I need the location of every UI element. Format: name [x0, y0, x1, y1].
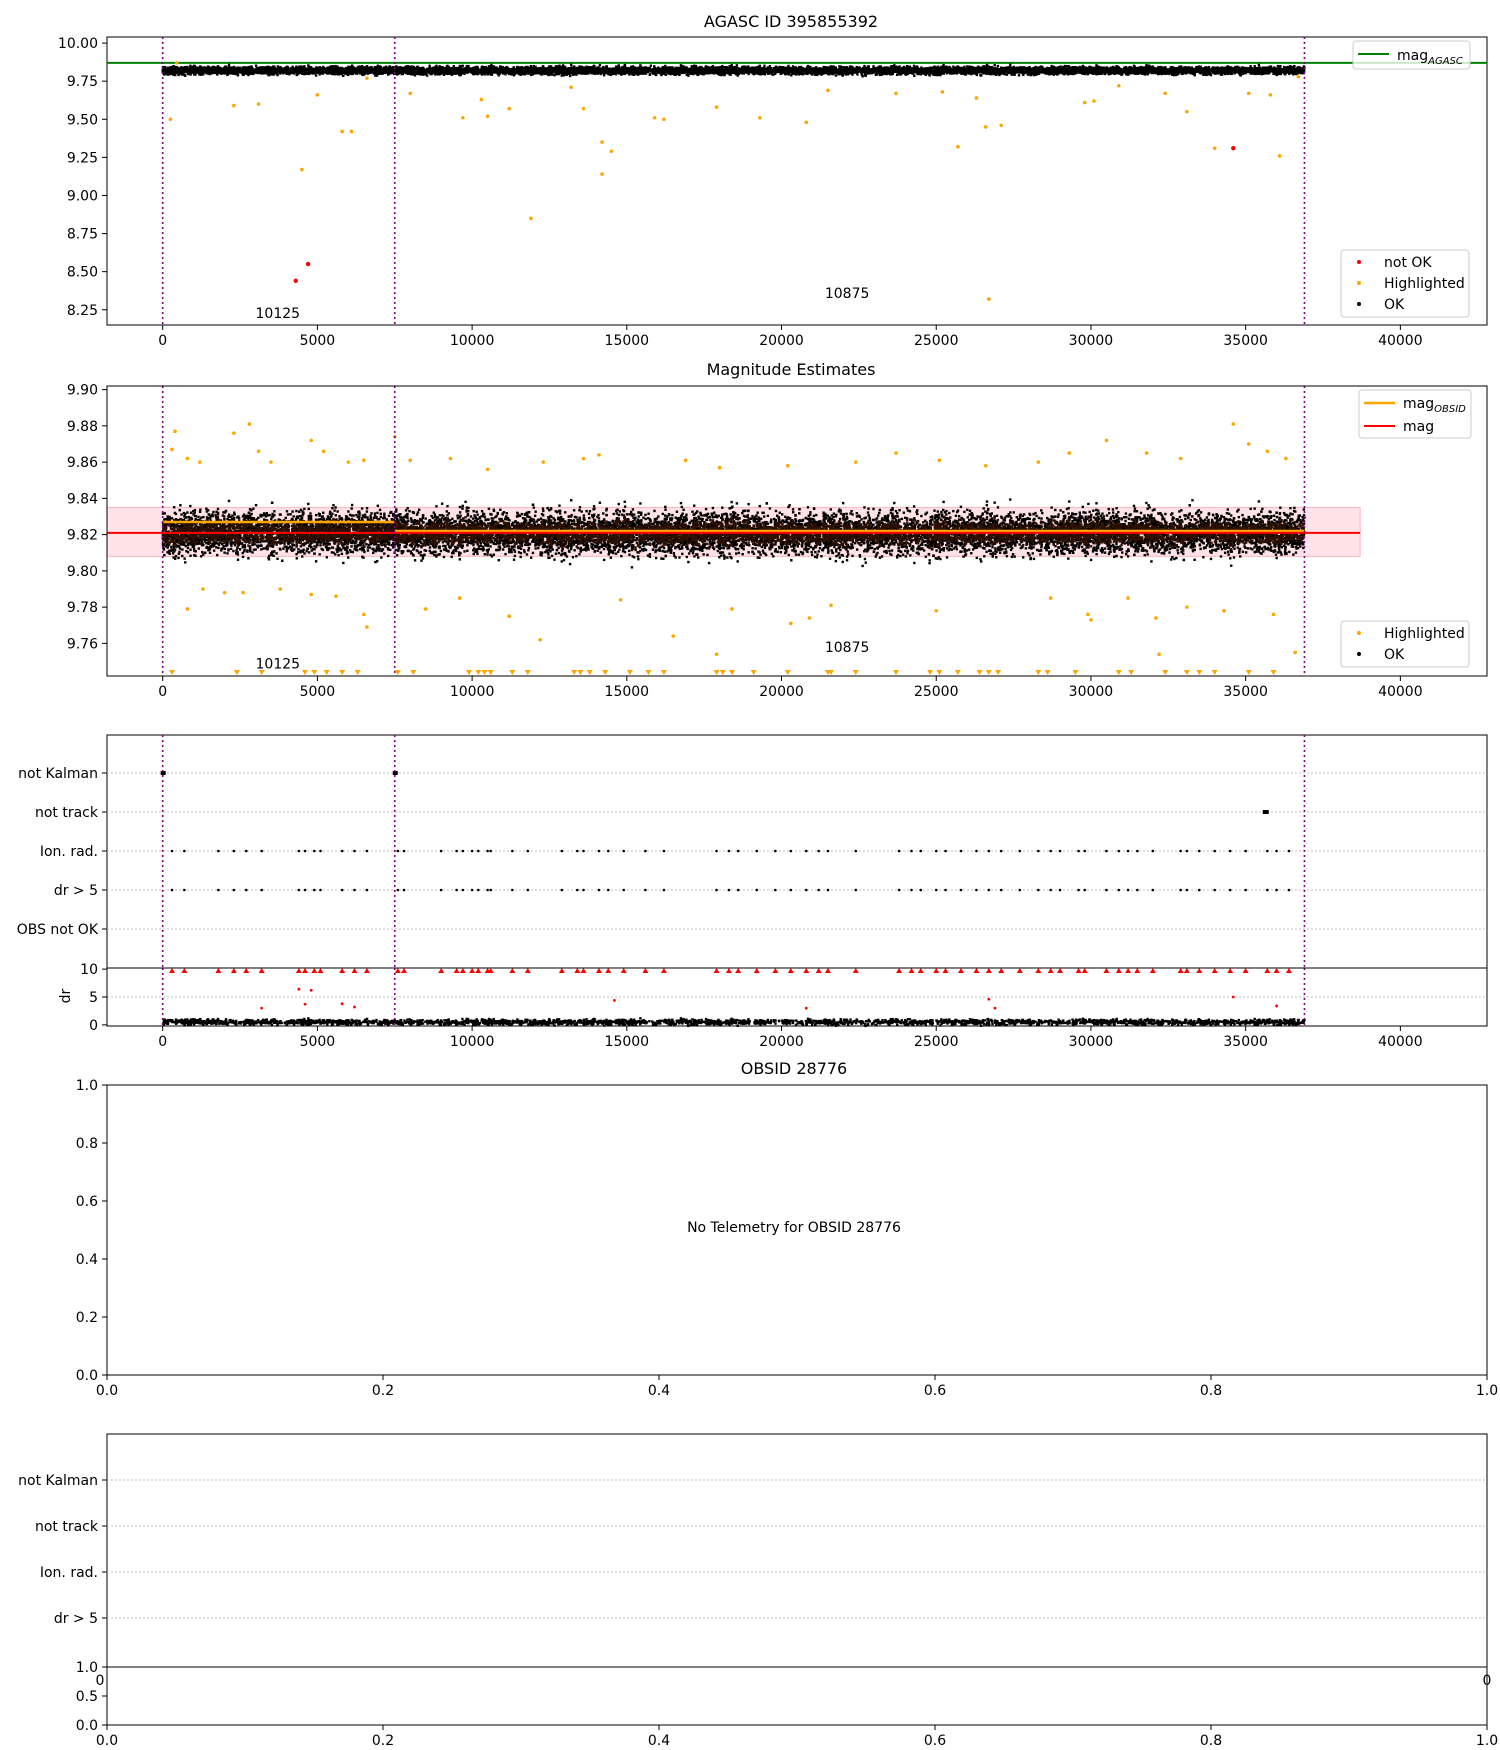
ok-point [314, 74, 318, 77]
ok-point [975, 73, 979, 77]
ok-point [241, 70, 245, 73]
ok-point [856, 73, 859, 76]
ok-point [452, 65, 456, 68]
ok-point [1026, 73, 1030, 76]
ok-point [770, 73, 774, 76]
ok-point [767, 72, 770, 75]
ok-point [898, 65, 901, 68]
ok-point [694, 64, 698, 68]
ok-point [1193, 74, 1196, 77]
ok-point [428, 64, 431, 68]
ok-point [172, 64, 175, 68]
ok-point [1023, 71, 1026, 75]
ok-point [1017, 74, 1021, 77]
ok-point [570, 63, 573, 67]
ok-point [942, 63, 945, 67]
ok-point [571, 73, 575, 76]
ok-point [860, 73, 864, 76]
ok-point [490, 63, 493, 67]
ok-point [554, 72, 558, 76]
ok-point [1159, 65, 1162, 69]
ok-point [993, 64, 996, 67]
ok-point [1279, 64, 1282, 68]
ok-point [735, 64, 739, 67]
ok-point [539, 66, 543, 70]
ok-point [1262, 72, 1265, 75]
ok-point [203, 66, 206, 69]
ok-point [1116, 71, 1120, 75]
ok-point [721, 64, 724, 68]
ok-point [1098, 72, 1101, 76]
ok-point [174, 73, 177, 77]
ok-point [787, 73, 790, 76]
ok-point [295, 73, 298, 77]
ok-point [456, 66, 460, 70]
ok-point [952, 65, 955, 68]
ok-point [1241, 72, 1245, 76]
ok-point [375, 74, 379, 77]
ok-point [1190, 66, 1194, 69]
ok-point [276, 65, 280, 68]
ok-point [425, 74, 429, 77]
ok-point [198, 73, 201, 76]
ok-point [763, 64, 766, 68]
ok-point [893, 64, 896, 67]
ok-point [421, 73, 425, 76]
ok-point [227, 63, 231, 67]
ok-point [497, 74, 500, 77]
ok-point [1207, 73, 1210, 76]
ok-point [648, 73, 652, 76]
ok-point [563, 65, 567, 69]
ok-point [653, 65, 656, 68]
ok-point [550, 73, 554, 76]
ok-point [1009, 63, 1012, 66]
ok-point [1234, 65, 1237, 69]
ok-point [529, 64, 533, 68]
ok-point [985, 63, 989, 67]
ok-point [875, 71, 878, 74]
ok-point [1276, 64, 1280, 68]
ok-point [512, 66, 516, 69]
ok-point [1297, 68, 1301, 72]
axes-frame [106, 36, 1488, 326]
ok-point [1050, 64, 1053, 68]
ok-point [1164, 66, 1167, 69]
ok-point [878, 73, 882, 77]
ok-point [623, 63, 626, 67]
ok-point [799, 65, 803, 69]
ok-point [561, 64, 565, 67]
ok-point [649, 64, 653, 67]
ok-point [410, 65, 413, 68]
ok-point [912, 64, 916, 68]
ok-point [453, 72, 456, 75]
ok-point [1265, 72, 1268, 75]
ok-point [970, 72, 973, 76]
ok-point [1035, 73, 1038, 76]
ok-point [1205, 73, 1208, 77]
ok-point [647, 66, 650, 70]
ok-point [384, 65, 388, 69]
ok-point [1063, 64, 1067, 68]
ok-point [560, 74, 563, 77]
agasc-title: AGASC ID 395855392 [704, 12, 878, 31]
